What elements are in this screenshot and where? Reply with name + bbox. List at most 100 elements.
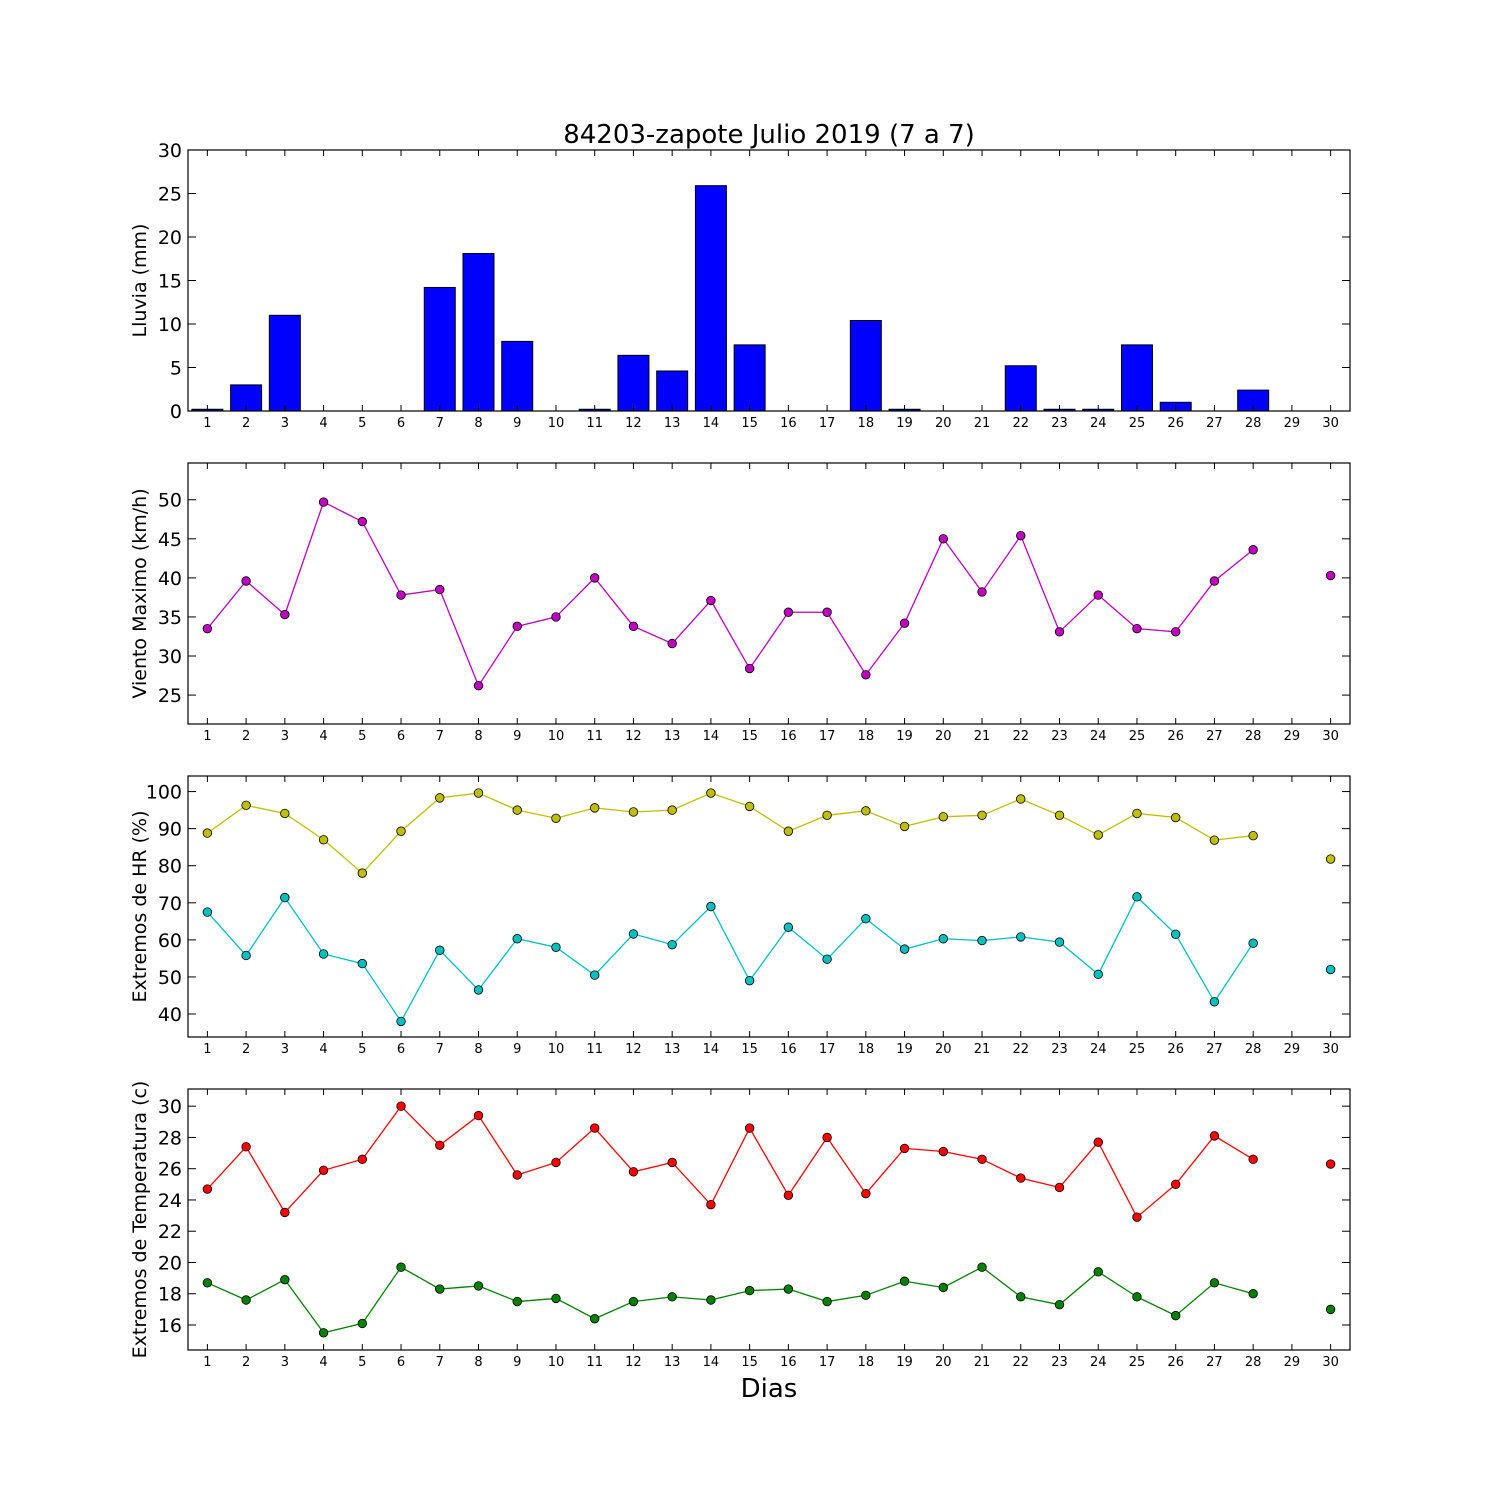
x-tick-label: 29 [1284,1355,1301,1370]
series-1-point-day-2 [241,800,251,810]
x-tick-label: 17 [819,1355,836,1370]
bar-day-2 [230,384,263,412]
series-1-point-day-12 [628,1167,639,1177]
y-tick-label: 0 [170,401,182,423]
series-2-point-day-30 [1325,1304,1336,1315]
series-1-point-day-7 [435,793,445,803]
panel-viento: 1 2 3 4 5 6 7 8 9 10 11 12 13 14 15 16 17 18 19 20 21 22 23 24 2… [129,462,1351,744]
series-2-point-day-20 [938,1282,949,1293]
series-1-point-day-26 [1170,812,1181,823]
series-1-point-day-8 [473,1110,484,1121]
series-2-point-day-28 [1248,1289,1258,1299]
series-2-point-day-16 [783,1284,794,1294]
series-1-point-day-26 [1170,627,1181,637]
x-tick-label: 24 [1090,729,1107,744]
y-tick-label: 30 [158,646,182,668]
x-tick-label: 15 [741,1355,758,1370]
series-1-point-day-16 [783,826,794,836]
series-1-point-day-20 [938,534,949,544]
x-tick-label: 26 [1167,1355,1184,1370]
x-tick-label: 1 [203,1355,211,1370]
series-1-point-day-21 [977,810,987,820]
series-2-point-day-9 [512,934,522,944]
x-tick-label: 9 [513,729,521,744]
series-1-point-day-13 [667,805,677,815]
series-1-line-1 [206,792,1254,875]
series-2-point-day-6 [396,1262,406,1272]
x-tick-label: 28 [1245,1355,1262,1370]
series-1-point-day-17 [822,1132,832,1143]
series-1-point-day-27 [1209,576,1220,586]
series-1-point-day-16 [783,1190,794,1200]
series-1-point-day-15 [744,1123,755,1133]
y-tick-label: 40 [158,568,182,590]
series-1-point-day-1 [202,623,213,634]
series-2-point-day-9 [512,1296,522,1307]
bar-day-12 [617,354,650,412]
series-2-point-day-20 [938,934,949,944]
x-tick-label: 17 [819,416,836,431]
x-tick-label: 8 [474,1355,482,1370]
series-1-point-day-17 [822,607,832,617]
series-1-point-day-12 [628,621,639,632]
series-2-point-day-11 [590,1314,600,1324]
y-tick-label: 20 [158,227,182,249]
x-tick-label: 30 [1322,1042,1339,1057]
series-2-point-day-27 [1209,1278,1220,1288]
series-2-point-day-3 [280,1274,290,1285]
x-tick-label: 9 [513,416,521,431]
series-1-point-day-25 [1132,808,1142,819]
series-1-line-1 [206,1105,1254,1219]
series-1-point-day-1 [202,828,213,838]
x-tick-label: 25 [1129,1355,1146,1370]
series-2-point-day-23 [1054,1299,1065,1310]
series-1-point-day-16 [783,607,794,617]
x-tick-label: 14 [703,729,720,744]
x-tick-label: 24 [1090,416,1107,431]
series-1-point-day-6 [396,826,406,836]
series-1-point-day-20 [938,812,949,822]
x-tick-label: 27 [1206,1042,1223,1057]
x-tick-label: 3 [281,416,289,431]
x-tick-label: 28 [1245,729,1262,744]
x-tick-label: 15 [741,729,758,744]
x-tick-label: 19 [896,416,913,431]
y-tick-label: 16 [158,1315,182,1337]
series-2-point-day-30 [1325,964,1336,975]
x-tick-label: 27 [1206,416,1223,431]
series-1-point-day-21 [977,1154,987,1165]
x-tick-label: 23 [1051,1355,1068,1370]
x-tick-label: 6 [397,1355,405,1370]
x-tick-label: 27 [1206,1355,1223,1370]
y-tick-label: 30 [158,1096,182,1118]
x-tick-label: 29 [1284,416,1301,431]
series-2-point-day-17 [822,1296,832,1307]
x-tick-label: 3 [281,1355,289,1370]
series-2-point-day-21 [977,935,987,946]
x-tick-label: 10 [548,1042,565,1057]
series-2-point-day-22 [1016,1292,1026,1302]
x-tick-label: 30 [1322,416,1339,431]
x-tick-label: 12 [625,729,642,744]
x-tick-label: 25 [1129,729,1146,744]
x-tick-label: 10 [548,729,565,744]
series-1-point-day-20 [938,1146,949,1157]
x-tick-label: 16 [780,1355,797,1370]
x-tick-label: 7 [436,1355,444,1370]
bar-day-25 [1120,344,1153,412]
y-tick-label: 20 [158,1252,182,1274]
x-tick-label: 7 [436,416,444,431]
series-1-point-day-8 [473,788,484,798]
x-tick-label: 5 [358,729,366,744]
series-1-point-day-4 [318,497,329,507]
x-tick-label: 6 [397,416,405,431]
series-1-point-day-24 [1093,1137,1103,1147]
series-1-point-day-19 [899,1143,910,1154]
series-1-point-day-22 [1016,1173,1026,1183]
x-tick-label: 15 [741,416,758,431]
series-2-point-day-8 [473,985,484,995]
y-tick-label: 28 [158,1127,182,1149]
series-2-point-day-5 [357,1318,368,1329]
series-2-point-day-15 [744,1285,755,1296]
